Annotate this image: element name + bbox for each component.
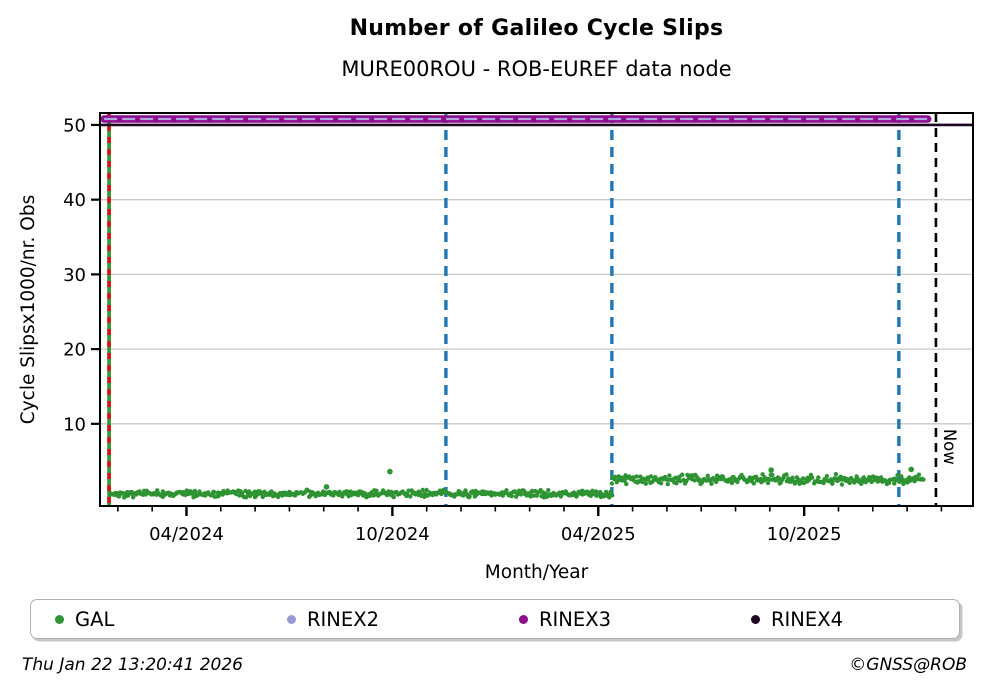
y-tick-label: 30 [63, 265, 86, 286]
plot-timestamp: Thu Jan 22 13:20:41 2026 [22, 655, 243, 675]
page-title: Number of Galileo Cycle Slips [349, 16, 724, 41]
event-vlines [107, 113, 938, 506]
legend-item-rinex3: RINEX3 [495, 608, 727, 631]
legend-label-rinex4: RINEX4 [771, 607, 843, 631]
rinex-lines [100, 115, 973, 127]
legend-label-rinex3: RINEX3 [539, 607, 611, 631]
y-tick-label: 10 [63, 414, 86, 435]
rinex4-dot-icon [751, 614, 760, 624]
rinex2-dot-icon [287, 614, 296, 624]
x-axis-label: Month/Year [485, 562, 589, 583]
gal-dot-icon [55, 614, 64, 624]
now-label-text: Now [940, 429, 959, 465]
legend-item-rinex4: RINEX4 [727, 608, 959, 631]
gridlines [100, 124, 973, 425]
x-tick-label: 10/2025 [767, 524, 842, 545]
plot-credit: ©GNSS@ROB [849, 655, 967, 675]
legend-item-gal: GAL [31, 608, 263, 631]
legend-label-gal: GAL [75, 607, 115, 631]
x-tick-label: 04/2025 [561, 524, 636, 545]
legend-item-rinex2: RINEX2 [263, 608, 495, 631]
chart-canvas: 04/2024 10/2024 04/2025 10/2025 10 20 30 40 50 Mo… [18, 112, 974, 583]
x-tick-label: 04/2024 [149, 524, 224, 545]
y-tick-label: 20 [63, 340, 86, 361]
axis-titles: Month/Year Cycle Slipsx1000/nr. Obs [18, 195, 589, 583]
gal-scatter [108, 466, 926, 500]
rinex3-dot-icon [519, 614, 528, 624]
y-tick-label: 50 [63, 115, 86, 136]
plot-border [99, 112, 974, 507]
legend: GAL RINEX2 RINEX3 RINEX4 [30, 599, 960, 639]
y-tick-label: 40 [63, 190, 86, 211]
x-tick-label: 10/2024 [355, 524, 430, 545]
page-subtitle: MURE00ROU - ROB-EUREF data node [341, 57, 732, 81]
y-axis-label: Cycle Slipsx1000/nr. Obs [18, 195, 39, 424]
legend-label-rinex2: RINEX2 [307, 607, 379, 631]
now-label: Now [940, 429, 959, 465]
x-axis-ticks: 04/2024 10/2024 04/2025 10/2025 [117, 506, 943, 545]
y-axis-ticks: 10 20 30 40 50 [63, 115, 100, 435]
